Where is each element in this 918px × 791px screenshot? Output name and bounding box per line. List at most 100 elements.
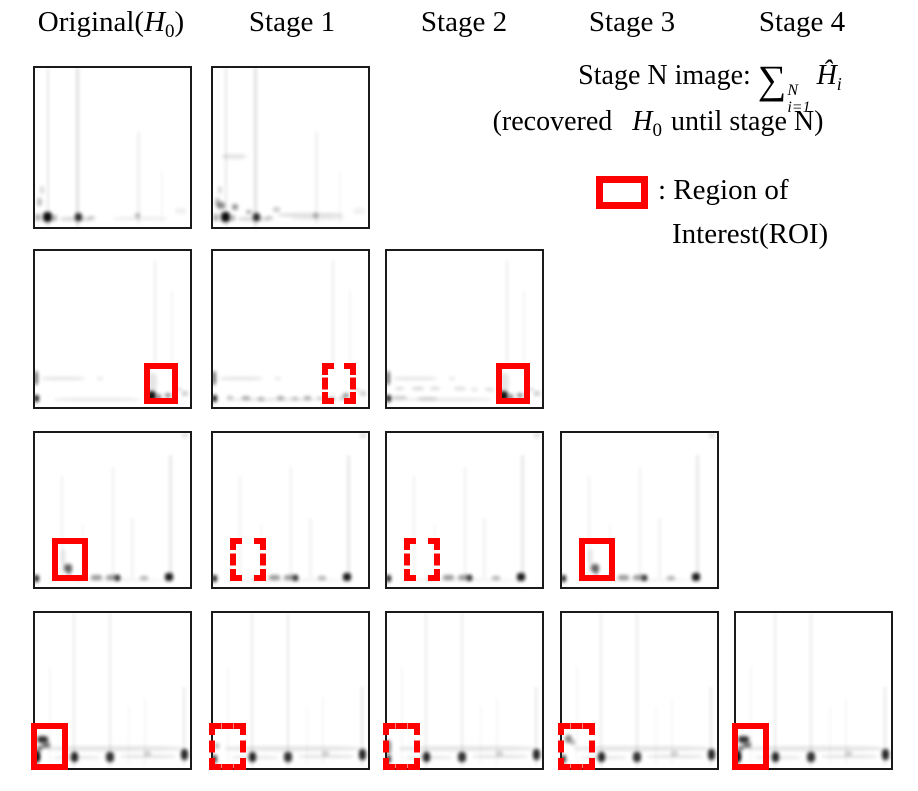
spectral-streak (495, 698, 498, 765)
spectral-blob (360, 433, 367, 438)
spectral-blob (214, 743, 220, 750)
spectral-blob (591, 563, 600, 572)
spectral-streak (749, 667, 753, 765)
sigma-symbol: ∑ (757, 57, 787, 102)
spectral-blob (112, 216, 167, 220)
spectral-streak (321, 698, 324, 765)
spectral-blob (692, 573, 700, 581)
spectral-blob (449, 376, 456, 381)
spectral-blob (36, 736, 49, 744)
spectral-blob (37, 198, 42, 207)
spectral-blob (742, 742, 751, 748)
roi-box-dashed (558, 723, 596, 770)
spectral-streak (424, 613, 428, 768)
spectral-blob (399, 746, 533, 751)
roi-box-dashed (321, 363, 356, 404)
spectral-streak (809, 613, 813, 768)
roi-box-dashed (230, 538, 266, 581)
roi-legend-label-line1: : Region of (658, 174, 789, 206)
spectral-blob (405, 755, 453, 759)
spectrogram-image (213, 613, 368, 768)
annotation-line2-rest: until stage N) (671, 106, 824, 137)
spectral-blob (66, 570, 72, 575)
panel-row4-stage-2 (383, 611, 544, 770)
spectral-blob (61, 548, 66, 564)
spectral-streak (670, 698, 673, 765)
panel-row2-stage-1 (211, 249, 370, 409)
roi-box-dashed (383, 723, 421, 770)
spectral-blob (215, 198, 220, 207)
spectral-blob (216, 201, 225, 210)
spectral-blob (90, 575, 102, 581)
roi-legend-label-line2: Interest(ROI) (672, 218, 829, 250)
spectral-streak (884, 687, 887, 765)
spectral-blob (442, 575, 454, 581)
spectral-streak (460, 613, 464, 768)
spectrogram-image (35, 251, 190, 407)
spectral-streak (696, 454, 699, 578)
spectral-blob (213, 574, 217, 583)
spectral-blob (484, 387, 494, 391)
spectral-blob (647, 754, 704, 759)
roi-box-solid (143, 363, 178, 404)
panel-row4-stage-3 (558, 611, 719, 770)
roi-box-solid (495, 363, 530, 404)
spectral-blob (562, 574, 566, 583)
spectral-blob (230, 215, 235, 221)
spectrogram-image (562, 613, 717, 768)
roi-box-solid (31, 723, 69, 770)
spectral-blob (667, 576, 676, 581)
spectral-blob (470, 387, 479, 391)
spectral-blob (508, 393, 514, 401)
spectral-blob (405, 397, 491, 401)
annotation-line2-open: (recovered (492, 106, 613, 137)
spectral-streak (238, 476, 242, 578)
spectral-blob (87, 215, 96, 220)
spectral-blob (284, 575, 299, 581)
spectral-blob (641, 574, 648, 581)
spectral-blob (574, 578, 693, 582)
spectral-blob (292, 574, 299, 581)
spectral-blob (213, 395, 217, 403)
sum-upper-limit: N (787, 82, 798, 99)
spectral-blob (466, 574, 473, 581)
spectral-blob (225, 578, 344, 582)
spectral-blob (881, 748, 890, 761)
spectral-streak (170, 290, 174, 364)
spectral-blob (219, 376, 263, 381)
panel-row3-stage-1 (211, 431, 370, 589)
spectral-blob (298, 754, 355, 759)
spectral-blob (268, 575, 280, 581)
spectral-blob (42, 211, 53, 223)
spectral-blob (253, 212, 261, 221)
spectral-blob (495, 750, 504, 756)
spectral-blob (737, 736, 750, 744)
spectral-blob (418, 396, 437, 400)
spectral-streak (143, 698, 146, 765)
spectral-streak (338, 171, 342, 224)
header-original-text: Original( (37, 6, 145, 38)
spectral-blob (707, 748, 716, 761)
spectral-streak (153, 260, 157, 364)
spectral-blob (343, 573, 351, 581)
annotation-line2-variable: H (632, 106, 653, 137)
spectral-blob (97, 376, 104, 381)
spectrogram-image (35, 68, 190, 227)
spectral-blob (140, 576, 149, 581)
spectral-blob (458, 575, 473, 581)
spectral-blob (430, 386, 440, 391)
spectral-blob (180, 748, 189, 761)
spectral-blob (165, 392, 171, 399)
spectral-streak (137, 131, 140, 224)
spectral-streak (773, 613, 777, 768)
panel-row2-stage-2 (385, 249, 544, 409)
spectral-blob (500, 372, 510, 392)
spectral-blob (517, 392, 523, 399)
spectral-blob (237, 216, 269, 221)
spectral-blob (292, 396, 299, 400)
spectral-streak (254, 68, 257, 227)
spectral-blob (59, 216, 91, 221)
column-header-original: Original(H0) (4, 6, 218, 48)
panel-row4-original (31, 611, 192, 770)
spectral-blob (53, 755, 101, 759)
